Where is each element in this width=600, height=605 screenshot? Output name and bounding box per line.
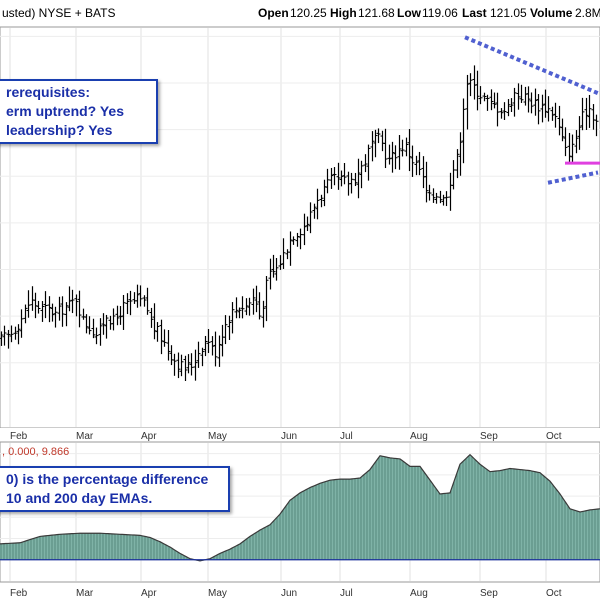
ppo-annotation: 0) is the percentage difference 10 and 2… xyxy=(0,466,230,512)
month-label-top: Sep xyxy=(480,431,498,442)
last-value: 121.05 xyxy=(490,6,527,20)
low-label: Low xyxy=(397,6,422,20)
ppo-params: , 0.000, 9.866 xyxy=(2,446,69,458)
month-axis-top xyxy=(0,428,600,442)
month-label-bottom: Apr xyxy=(141,588,157,599)
month-label-top: Jun xyxy=(281,431,297,442)
open-label: Open xyxy=(258,6,289,20)
volume-label: Volume xyxy=(530,6,573,20)
high-value: 121.68 xyxy=(358,6,395,20)
ppo-line-2: 10 and 200 day EMAs. xyxy=(6,490,153,506)
low-value: 119.06 xyxy=(422,6,458,20)
prereq-line-2: erm uptrend? Yes xyxy=(6,103,125,119)
lower-trendline xyxy=(547,170,599,185)
high-label: High xyxy=(330,6,357,20)
ppo-histogram-area xyxy=(0,454,600,561)
month-label-bottom: Jun xyxy=(281,588,297,599)
month-label-bottom: Feb xyxy=(10,588,28,599)
month-label-top: May xyxy=(208,431,227,442)
ppo-histogram-bars xyxy=(0,455,599,561)
trendlines xyxy=(464,35,600,185)
ppo-line-1: 0) is the percentage difference xyxy=(6,471,209,487)
month-label-bottom: May xyxy=(208,588,227,599)
month-label-top: Apr xyxy=(141,431,157,442)
header-ohlc: Open 120.25 High 121.68 Low 119.06 Last … xyxy=(258,6,600,20)
month-label-top: Feb xyxy=(10,431,28,442)
ppo-outline xyxy=(0,453,600,562)
month-label-bottom: Mar xyxy=(76,588,94,599)
month-label-bottom: Aug xyxy=(410,588,428,599)
open-value: 120.25 xyxy=(290,6,327,20)
month-label-top: Oct xyxy=(546,431,562,442)
month-labels-top: Feb Mar Apr May Jun Jul Aug Sep Oct xyxy=(10,431,562,442)
last-label: Last xyxy=(462,6,487,20)
month-label-top: Mar xyxy=(76,431,94,442)
month-label-bottom: Oct xyxy=(546,588,562,599)
price-bars xyxy=(0,65,599,381)
month-label-bottom: Sep xyxy=(480,588,498,599)
month-label-top: Jul xyxy=(340,431,353,442)
month-label-top: Aug xyxy=(410,431,428,442)
month-labels-bottom: Feb Mar Apr May Jun Jul Aug Sep Oct xyxy=(10,588,562,599)
header-exchange: usted) NYSE + BATS xyxy=(2,6,116,20)
upper-trendline xyxy=(464,35,599,96)
month-label-bottom: Jul xyxy=(340,588,353,599)
volume-value: 2.8M xyxy=(575,6,600,20)
prerequisites-annotation: rerequisites: erm uptrend? Yes leadershi… xyxy=(0,79,158,144)
prereq-line-3: leadership? Yes xyxy=(6,122,113,138)
header-band xyxy=(0,0,600,26)
prereq-line-1: rerequisites: xyxy=(6,84,91,100)
month-axis-bottom xyxy=(0,583,600,600)
